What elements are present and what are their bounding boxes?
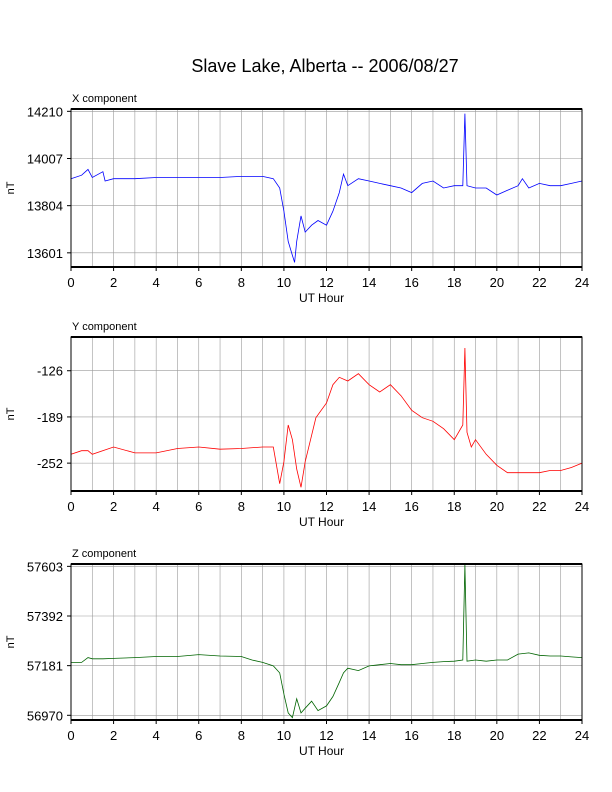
- x-tick-label: 16: [404, 499, 418, 514]
- x-axis-label: UT Hour: [299, 744, 344, 758]
- series-line: [71, 564, 583, 719]
- y-axis-label: nT: [5, 407, 17, 420]
- page-title: Slave Lake, Alberta -- 2006/08/27: [191, 56, 459, 76]
- x-tick-label: 20: [490, 275, 504, 290]
- panel-title: Z component: [72, 548, 136, 560]
- x-axis-label: UT Hour: [299, 291, 344, 305]
- x-tick-label: 22: [532, 728, 546, 743]
- x-tick-label: 20: [490, 728, 504, 743]
- x-tick-label: 18: [447, 499, 461, 514]
- x-tick-label: 4: [153, 499, 160, 514]
- y-axis-label: nT: [5, 635, 17, 648]
- x-tick-label: 14: [362, 499, 376, 514]
- y-tick-label: 14007: [27, 151, 63, 166]
- x-tick-label: 0: [67, 499, 74, 514]
- y-tick-label: 57181: [27, 659, 63, 674]
- x-tick-label: 0: [67, 275, 74, 290]
- x-tick-label: 8: [238, 499, 245, 514]
- x-axis-label: UT Hour: [299, 515, 344, 529]
- x-tick-label: 12: [319, 275, 333, 290]
- x-tick-label: 12: [319, 499, 333, 514]
- x-tick-label: 10: [277, 499, 291, 514]
- x-tick-label: 24: [575, 728, 589, 743]
- x-tick-label: 8: [238, 275, 245, 290]
- x-tick-label: 6: [195, 275, 202, 290]
- x-tick-label: 6: [195, 499, 202, 514]
- series-line: [70, 347, 583, 488]
- x-tick-label: 4: [153, 728, 160, 743]
- x-tick-label: 2: [110, 728, 117, 743]
- x-tick-label: 12: [319, 728, 333, 743]
- x-tick-label: 4: [153, 275, 160, 290]
- y-axis-label: nT: [5, 181, 17, 194]
- x-tick-label: 14: [362, 728, 376, 743]
- x-tick-label: 8: [238, 728, 245, 743]
- y-tick-label: -252: [37, 456, 63, 471]
- y-tick-label: -189: [37, 410, 63, 425]
- series-line: [70, 113, 583, 263]
- x-tick-label: 10: [277, 728, 291, 743]
- y-tick-label: 57392: [27, 609, 63, 624]
- panel-title: Y component: [72, 321, 137, 333]
- panel-3: 0 2 4 6 8 10 12 14 16 18 20 22 245697057181573925760…: [5, 548, 589, 758]
- x-tick-label: 24: [575, 275, 589, 290]
- x-tick-label: 0: [67, 728, 74, 743]
- x-tick-label: 22: [532, 275, 546, 290]
- x-tick-label: 18: [447, 728, 461, 743]
- x-tick-label: 20: [490, 499, 504, 514]
- x-tick-label: 16: [404, 275, 418, 290]
- x-tick-label: 6: [195, 728, 202, 743]
- y-tick-label: 14210: [27, 104, 63, 119]
- y-tick-label: 57603: [27, 559, 63, 574]
- x-tick-label: 2: [110, 275, 117, 290]
- panel-title: X component: [72, 93, 137, 105]
- y-tick-label: 13601: [27, 246, 63, 261]
- y-tick-label: -126: [37, 364, 63, 379]
- x-tick-label: 24: [575, 499, 589, 514]
- x-tick-label: 16: [404, 728, 418, 743]
- x-tick-label: 10: [277, 275, 291, 290]
- x-tick-label: 22: [532, 499, 546, 514]
- x-tick-label: 2: [110, 499, 117, 514]
- x-tick-label: 14: [362, 275, 376, 290]
- x-tick-label: 18: [447, 275, 461, 290]
- panel-1: 0 2 4 6 8 10 12 14 16 18 20 22 241360113804140071421…: [5, 93, 589, 305]
- y-tick-label: 13804: [27, 199, 63, 214]
- y-tick-label: 56970: [27, 708, 63, 723]
